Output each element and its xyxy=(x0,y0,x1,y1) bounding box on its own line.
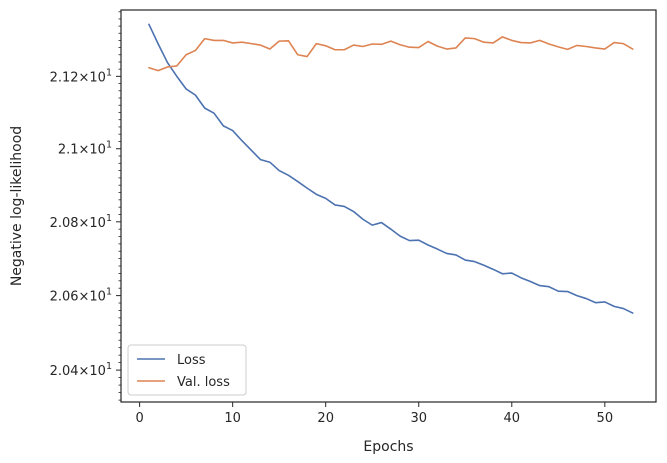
legend: Loss Val. loss xyxy=(127,344,247,396)
y-tick-exponent: 1 xyxy=(106,67,112,78)
x-tick-label: 0 xyxy=(135,411,143,426)
y-tick-exponent: 1 xyxy=(106,287,112,298)
y-tick-mantissa: 2.06 xyxy=(50,290,79,305)
y-tick-exponent: 1 xyxy=(106,361,112,372)
x-tick-label: 30 xyxy=(410,411,427,426)
legend-label-val-loss: Val. loss xyxy=(177,375,230,390)
y-tick-mantissa: 2.1 xyxy=(58,143,79,158)
legend-box xyxy=(127,344,247,396)
plot-frame xyxy=(120,9,657,403)
y-tick-label: 2.1×101 xyxy=(58,140,112,158)
y-tick-mantissa: 2.04 xyxy=(50,364,79,379)
y-tick-label: 2.12×101 xyxy=(50,67,112,85)
loss-series-line xyxy=(148,23,634,314)
y-tick-exponent: 1 xyxy=(106,140,112,151)
x-tick-label: 20 xyxy=(317,411,334,426)
y-tick-label: 2.04×101 xyxy=(50,361,112,379)
legend-label-loss: Loss xyxy=(177,353,206,368)
y-axis-label: Negative log-likelihood xyxy=(9,126,25,286)
y-tick-label: 2.08×101 xyxy=(50,213,112,231)
y-axis-ticks: 2.04×101 2.06×101 2.08×101 2.1×101 2.12×101 xyxy=(50,11,121,401)
y-tick-label: 2.06×101 xyxy=(50,287,112,305)
x-tick-label: 40 xyxy=(504,411,521,426)
val-loss-series-line xyxy=(148,36,634,72)
y-tick-exponent: 1 xyxy=(106,213,112,224)
x-axis-label: Epochs xyxy=(363,439,413,455)
y-tick-mantissa: 2.12 xyxy=(50,70,79,85)
plot-lines xyxy=(148,23,634,314)
x-axis-ticks: 0 10 20 30 40 50 xyxy=(135,402,613,426)
x-tick-label: 50 xyxy=(597,411,614,426)
x-tick-label: 10 xyxy=(224,411,241,426)
y-tick-mantissa: 2.08 xyxy=(50,216,79,231)
